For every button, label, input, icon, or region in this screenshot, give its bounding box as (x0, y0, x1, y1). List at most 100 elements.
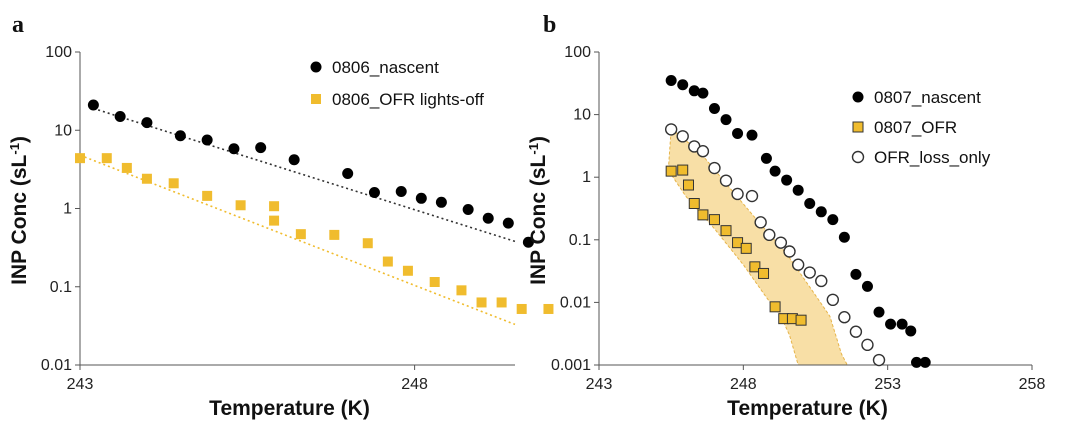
data-point (740, 242, 752, 254)
data-point (114, 110, 126, 122)
chart-panel-b: b 100 10 1 0.1 0.01 0.001 243 248 253 258 Temperatu… (526, 12, 1046, 420)
data-point (896, 318, 908, 330)
y-tick-label: 1 (63, 201, 72, 218)
x-axis-label: Temperature (K) (727, 397, 888, 420)
legend-marker (852, 121, 864, 133)
data-point (745, 189, 759, 203)
data-point (754, 216, 767, 229)
data-point (804, 198, 816, 210)
data-point (496, 297, 507, 308)
data-point (688, 85, 700, 97)
data-point (919, 356, 931, 368)
x-tick-label: 253 (874, 376, 901, 393)
data-point (838, 311, 851, 324)
data-point (760, 152, 772, 164)
data-point (783, 245, 796, 258)
data-point (522, 236, 534, 248)
legend-label: OFR_loss_only (874, 148, 991, 167)
data-point (101, 153, 112, 164)
data-point (665, 165, 677, 177)
x-axis-label: Temperature (K) (209, 397, 370, 420)
data-point (141, 117, 153, 129)
data-point (402, 265, 413, 276)
y-axis-label-superscript: -1 (7, 143, 22, 155)
data-point (696, 145, 710, 158)
data-point (758, 267, 770, 279)
data-point (682, 179, 694, 191)
data-point (697, 209, 709, 221)
trendline-0 (93, 107, 516, 243)
legend-marker (311, 94, 321, 104)
y-tick-label: 0.001 (551, 357, 591, 374)
data-point (905, 325, 917, 337)
data-point (87, 99, 99, 111)
data-point (121, 162, 132, 173)
data-point (746, 129, 758, 141)
data-point (456, 285, 467, 296)
data-point (861, 280, 873, 292)
data-point (911, 356, 923, 368)
y-tick-label: 100 (45, 44, 72, 61)
data-point (482, 212, 494, 224)
data-point (435, 196, 447, 208)
data-point (781, 174, 793, 186)
data-point (708, 214, 720, 226)
x-tick-label: 243 (586, 376, 613, 393)
data-point (269, 201, 280, 212)
data-point (174, 130, 186, 142)
y-tick-label: 10 (54, 122, 72, 139)
y-axis-label-close: ) (8, 136, 31, 143)
data-point (664, 123, 678, 136)
y-axis-label-close: ) (527, 136, 550, 143)
data-point (708, 103, 720, 115)
data-point (543, 303, 554, 314)
data-point (815, 206, 827, 218)
data-point (769, 301, 781, 313)
data-point (75, 153, 85, 164)
data-point (462, 204, 474, 216)
data-point (476, 297, 487, 308)
data-point (720, 114, 732, 126)
data-point (688, 198, 700, 210)
legend-marker (851, 150, 865, 164)
data-point (763, 228, 776, 242)
x-tick-label: 248 (401, 376, 428, 393)
y-axis-label-main: INP Conc (sL (527, 154, 550, 284)
y-axis-label: INP Conc (sL-1) (526, 136, 551, 285)
y-tick-label: 10 (573, 107, 591, 124)
data-point (677, 164, 689, 176)
data-point (720, 225, 732, 237)
data-point (769, 165, 781, 177)
data-point (368, 187, 380, 199)
data-point (873, 306, 885, 318)
data-point (362, 238, 373, 249)
data-point (732, 127, 744, 139)
data-point (749, 261, 761, 273)
y-tick-label: 0.1 (50, 279, 72, 296)
data-point (815, 274, 828, 288)
data-point (429, 277, 440, 288)
data-point (665, 75, 677, 87)
data-point (516, 303, 527, 314)
data-point (697, 87, 709, 99)
y-tick-label: 0.01 (41, 357, 72, 374)
data-point (708, 161, 721, 175)
y-tick-label: 100 (564, 44, 591, 61)
data-point (792, 184, 804, 196)
data-point (228, 143, 240, 155)
legend-label: 0807_OFR (874, 118, 957, 137)
data-point (676, 130, 689, 143)
panel-label: b (543, 12, 556, 38)
data-point (295, 229, 306, 240)
y-axis-label: INP Conc (sL-1) (7, 136, 32, 285)
data-point (827, 214, 839, 226)
legend-label: 0807_nascent (874, 88, 981, 107)
x-tick-label: 243 (67, 376, 94, 393)
data-point (269, 215, 280, 226)
data-point (849, 325, 863, 338)
x-tick-label: 248 (730, 376, 757, 393)
data-point (861, 338, 874, 352)
data-point (329, 229, 340, 240)
data-point (732, 237, 744, 249)
